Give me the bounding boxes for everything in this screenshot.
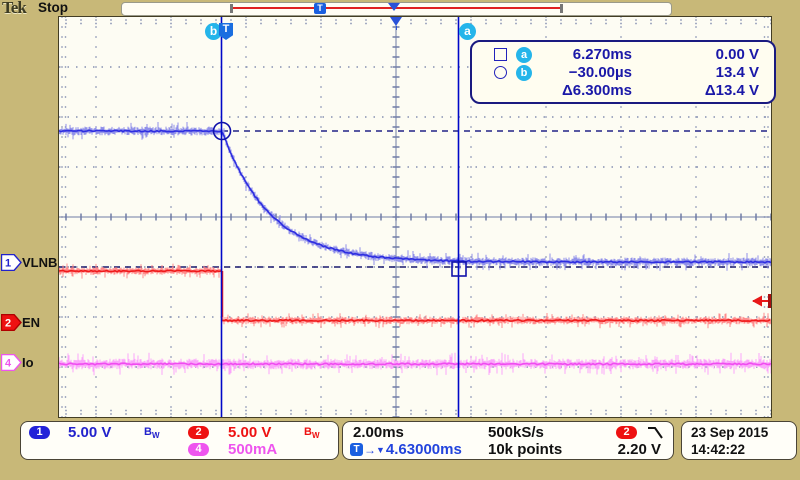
datetime-box: 23 Sep 2015 14:42:22	[681, 421, 797, 460]
trigger-position-badge: T	[219, 23, 233, 40]
ch2-trace-low	[221, 318, 771, 323]
tek-logo: Tek	[2, 0, 27, 17]
cursor-b-value: 13.4 V	[715, 64, 759, 81]
circle-marker-icon	[494, 66, 507, 79]
channel-4-position-marker: 4	[0, 353, 22, 372]
ch1-trace	[58, 129, 772, 264]
ch4-badge: 4	[188, 443, 209, 456]
cursor-b-badge: b	[205, 23, 222, 40]
cursor-b-marker	[212, 121, 232, 141]
expansion-point-icon	[390, 17, 402, 26]
channel-4-number: 4	[5, 358, 12, 370]
ch2-bandwidth-icon: BW	[304, 426, 320, 441]
ch1-trace-fuzz	[58, 122, 772, 271]
date-readout: 23 Sep 2015	[691, 425, 769, 440]
delay-value: 4.63000ms	[385, 441, 462, 458]
delay-trigger-badge: T	[350, 443, 363, 456]
channel-2-position-marker: 2	[0, 313, 22, 332]
channel-2-number: 2	[5, 318, 11, 330]
cursor-a-time: 6.270ms	[572, 46, 632, 63]
a-badge: a	[516, 46, 532, 63]
cursor-delta-value: Δ13.4 V	[704, 82, 759, 99]
cursor-delta-time: Δ6.300ms	[562, 82, 632, 99]
square-marker-icon	[494, 48, 507, 61]
record-expansion-marker-icon	[388, 3, 400, 11]
ch1-scale-readout: 5.00 V	[68, 424, 112, 441]
cursor-b-time: −30.00µs	[568, 64, 632, 81]
falling-edge-icon	[648, 427, 663, 439]
channel-1-number: 1	[5, 258, 11, 270]
sample-rate-readout: 500kS/s	[488, 424, 544, 441]
cursor-a-value: 0.00 V	[715, 46, 759, 63]
scope-display: b T a a 6.270ms 0.00 V b −30.00µs 13.4 V…	[58, 16, 776, 418]
triangle-down-icon: ▼	[376, 444, 385, 455]
record-view-bar: T	[121, 2, 672, 16]
cursor-readout-box: a 6.270ms 0.00 V b −30.00µs 13.4 V Δ6.30…	[470, 40, 776, 104]
ch1-badge: 1	[29, 426, 50, 439]
cursor-b-row: b −30.00µs 13.4 V	[472, 63, 774, 82]
trigger-level-arrow-icon	[752, 295, 762, 307]
record-window-bracket-right	[560, 4, 563, 13]
ch1-bandwidth-icon: BW	[144, 426, 160, 441]
cursor-delta-row: Δ6.300ms Δ13.4 V	[472, 81, 774, 100]
horizontal-trigger-box: 2.00ms 500kS/s 2 T → ▼ 4.63000ms 10k poi…	[342, 421, 674, 460]
b-badge: b	[516, 64, 532, 81]
trigger-level-readout: 2.20 V	[617, 441, 661, 458]
arrow-right-icon: →	[364, 442, 376, 457]
ch4-trace	[58, 362, 772, 366]
ch2-scale-readout: 5.00 V	[228, 424, 272, 441]
record-window-bracket-left	[230, 4, 233, 13]
acquisition-status: Stop	[38, 0, 68, 15]
time-readout: 14:42:22	[691, 442, 746, 457]
channel-1-label: VLNB	[22, 255, 58, 270]
record-length-readout: 10k points	[488, 441, 563, 458]
ch2-trace-high	[58, 269, 222, 273]
top-bar: Tek Stop T	[0, 0, 800, 17]
ch2-badge: 2	[188, 426, 209, 439]
cursor-a-marker	[451, 261, 467, 277]
record-trigger-badge: T	[314, 3, 326, 14]
expansion-point-stem	[395, 26, 397, 30]
channel-scale-box: 1 5.00 V BW 2 5.00 V BW 4 500mA	[20, 421, 339, 460]
cursor-a-row: a 6.270ms 0.00 V	[472, 45, 774, 64]
channel-4-label: Io	[22, 355, 34, 370]
channel-2-label: EN	[22, 315, 41, 330]
channel-1-position-marker: 1	[0, 253, 22, 272]
waveform-canvas	[58, 17, 772, 417]
ch4-scale-readout: 500mA	[228, 441, 278, 458]
trigger-source-badge: 2	[616, 426, 637, 439]
cursor-a-badge: a	[459, 23, 476, 40]
delay-time-readout: T → ▼ 4.63000ms	[350, 441, 462, 458]
timebase-readout: 2.00ms	[353, 424, 404, 441]
trigger-level-edge-bar	[768, 294, 771, 308]
